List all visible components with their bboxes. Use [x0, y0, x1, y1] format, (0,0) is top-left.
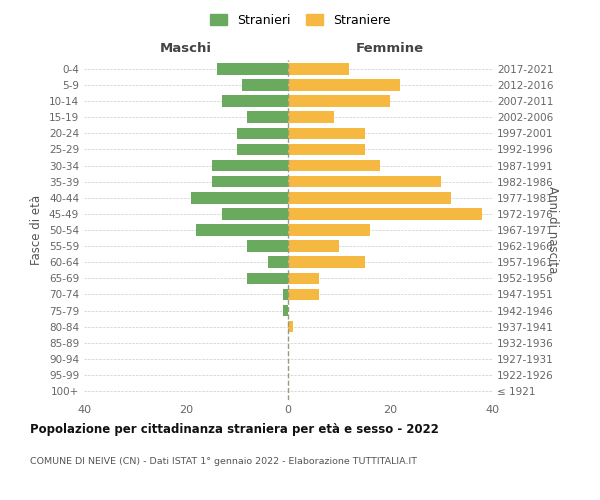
Text: COMUNE DI NEIVE (CN) - Dati ISTAT 1° gennaio 2022 - Elaborazione TUTTITALIA.IT: COMUNE DI NEIVE (CN) - Dati ISTAT 1° gen… — [30, 458, 417, 466]
Text: Popolazione per cittadinanza straniera per età e sesso - 2022: Popolazione per cittadinanza straniera p… — [30, 422, 439, 436]
Bar — [288, 288, 319, 300]
Bar — [196, 224, 288, 236]
Bar — [191, 192, 288, 203]
Bar — [283, 288, 288, 300]
Text: Maschi: Maschi — [160, 42, 212, 55]
Bar — [212, 160, 288, 172]
Bar — [288, 321, 293, 332]
Bar — [283, 305, 288, 316]
Bar — [242, 79, 288, 91]
Bar — [247, 240, 288, 252]
Bar — [268, 256, 288, 268]
Bar — [288, 128, 365, 139]
Bar — [247, 112, 288, 123]
Bar — [288, 112, 334, 123]
Bar — [288, 63, 349, 74]
Bar — [222, 208, 288, 220]
Y-axis label: Fasce di età: Fasce di età — [31, 195, 43, 265]
Bar — [247, 272, 288, 284]
Bar — [217, 63, 288, 74]
Text: Femmine: Femmine — [356, 42, 424, 55]
Bar — [222, 96, 288, 107]
Bar — [288, 272, 319, 284]
Y-axis label: Anni di nascita: Anni di nascita — [546, 186, 559, 274]
Bar — [288, 176, 441, 188]
Bar — [237, 144, 288, 155]
Bar — [288, 208, 482, 220]
Bar — [288, 240, 339, 252]
Bar — [288, 192, 451, 203]
Bar — [288, 256, 365, 268]
Bar — [288, 160, 380, 172]
Bar — [288, 96, 390, 107]
Bar — [212, 176, 288, 188]
Bar — [237, 128, 288, 139]
Bar — [288, 79, 400, 91]
Bar — [288, 144, 365, 155]
Bar — [288, 224, 370, 236]
Legend: Stranieri, Straniere: Stranieri, Straniere — [205, 8, 395, 32]
